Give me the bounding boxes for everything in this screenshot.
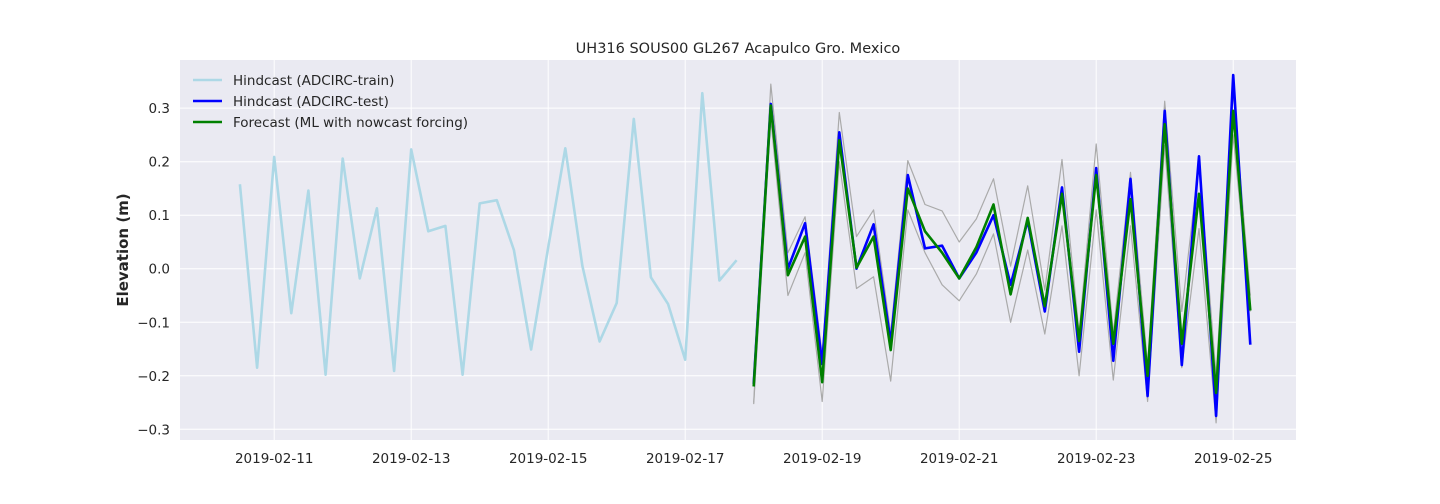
chart-title: UH316 SOUS00 GL267 Acapulco Gro. Mexico: [576, 41, 901, 57]
y-tick-label: 0.3: [149, 101, 170, 117]
x-tick-label: 2019-02-19: [783, 451, 861, 467]
x-tick-label: 2019-02-21: [920, 451, 998, 467]
x-tick-label: 2019-02-17: [646, 451, 724, 467]
legend-label: Hindcast (ADCIRC-train): [233, 73, 394, 89]
x-tick-label: 2019-02-11: [235, 451, 313, 467]
series-line: [238, 91, 738, 377]
x-tick-label: 2019-02-13: [372, 451, 450, 467]
y-tick-label: −0.1: [137, 315, 170, 331]
y-tick-label: 0.1: [149, 208, 170, 224]
series-lines: [238, 73, 1252, 424]
y-tick-label: −0.3: [137, 422, 170, 438]
legend-label: Forecast (ML with nowcast forcing): [233, 115, 468, 131]
y-tick-label: 0.0: [149, 262, 170, 278]
x-tick-label: 2019-02-23: [1057, 451, 1135, 467]
uncertainty-band-line: [753, 118, 1251, 424]
legend-label: Hindcast (ADCIRC-test): [233, 94, 389, 110]
x-axis-ticks: 2019-02-11 2019-02-13 2019-02-15 2019-02-17…: [235, 451, 1272, 467]
y-axis-label: Elevation (m): [114, 193, 132, 306]
legend: Hindcast (ADCIRC-train) Hindcast (ADCIRC-…: [193, 73, 468, 131]
x-tick-label: 2019-02-15: [509, 451, 587, 467]
x-tick-label: 2019-02-25: [1194, 451, 1272, 467]
y-axis-ticks: −0.3 −0.2 −0.1 0.0 0.1 0.2 0.3: [137, 101, 170, 438]
series-line: [752, 104, 1252, 395]
y-tick-label: −0.2: [137, 369, 170, 385]
y-tick-label: 0.2: [149, 155, 170, 171]
